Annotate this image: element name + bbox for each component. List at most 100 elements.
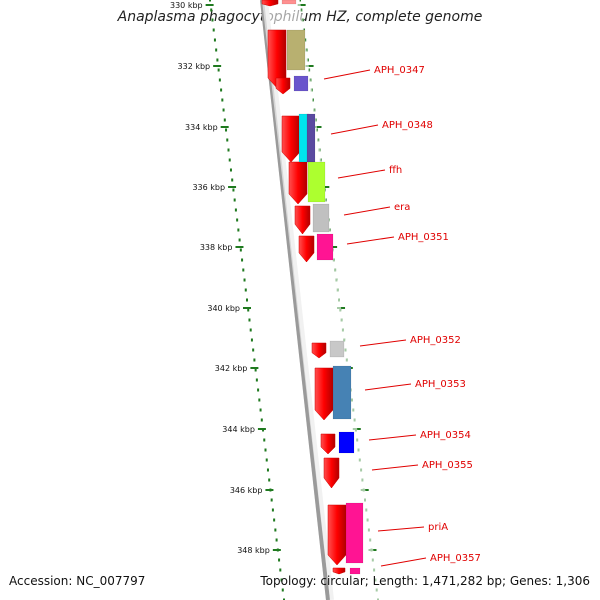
outer-tick-dot	[264, 448, 267, 452]
cds-arrow	[311, 342, 327, 359]
gene-label: APH_0357	[430, 553, 481, 564]
cog-box	[293, 75, 309, 92]
leader-line	[343, 206, 391, 216]
outer-tick-dot	[222, 108, 225, 112]
outer-tick-dot	[278, 558, 281, 562]
outer-tick-dot	[255, 378, 258, 382]
outer-tick-dot	[232, 188, 235, 192]
outer-tick-dot	[250, 338, 253, 342]
cds-arrow	[298, 235, 315, 263]
leader-line	[346, 236, 395, 245]
cog-box	[306, 113, 316, 163]
cds-arrow	[261, 0, 279, 7]
outer-tick-dot	[216, 58, 219, 62]
gene-features	[261, 0, 380, 600]
outer-tick-dot	[229, 168, 232, 172]
outer-tick-dot	[236, 218, 239, 222]
outer-tick-dot	[242, 268, 245, 272]
outer-tick-dot	[260, 418, 263, 422]
outer-tick-dot	[223, 118, 226, 122]
outer-tick-dot	[281, 588, 284, 592]
outer-tick-dot	[212, 28, 215, 32]
outer-tick-dot	[259, 408, 262, 412]
tick-label: 338 kbp	[200, 243, 233, 252]
outer-tick-dot	[225, 128, 228, 132]
tick-label: 340 kbp	[207, 304, 240, 313]
outer-tick-dot	[266, 468, 269, 472]
tick-labels: 330 kbp 332 kbp 334 kbp 336 kbp 338 kbp 340 k…	[170, 1, 270, 555]
outer-tick-dot	[241, 258, 244, 262]
gene-label: APH_0352	[410, 335, 461, 346]
outer-tick-dot	[234, 208, 237, 212]
outer-tick-dot	[247, 308, 250, 312]
topology-text: Topology: circular; Length: 1,471,282 bp…	[260, 574, 590, 588]
outer-tick-dot	[217, 68, 220, 72]
outer-tick-dot	[283, 598, 285, 600]
cds-arrow	[327, 504, 347, 566]
outer-tick-dot	[213, 38, 216, 42]
tick-marks-outer	[205, 0, 285, 600]
gene-label: priA	[428, 522, 448, 533]
cds-arrow	[281, 115, 301, 163]
tick-label: 336 kbp	[192, 183, 225, 192]
tick-label: 348 kbp	[237, 546, 270, 555]
cog-box	[338, 431, 355, 454]
cog-box	[349, 567, 361, 575]
backbone-line	[260, 0, 330, 600]
outer-tick-dot	[237, 228, 240, 232]
tick-label: 344 kbp	[222, 425, 255, 434]
outer-tick-dot	[275, 538, 278, 542]
outer-tick-dot	[280, 578, 283, 582]
leader-line	[330, 124, 379, 135]
outer-tick-dot	[270, 498, 273, 502]
outer-tick-dot	[257, 388, 260, 392]
outer-tick-dot	[248, 318, 251, 322]
leader-line	[380, 557, 427, 567]
outer-tick-dot	[228, 158, 231, 162]
leader-line	[377, 526, 425, 532]
gene-label: ffh	[389, 165, 402, 176]
gene-label: APH_0348	[382, 120, 433, 131]
outer-tick-dot	[274, 528, 277, 532]
outer-tick-dot	[279, 568, 282, 572]
outer-tick-dot	[231, 178, 234, 182]
cog-box	[329, 340, 345, 358]
leader-line	[359, 339, 407, 347]
outer-tick-dot	[246, 298, 248, 302]
tick-label: 330 kbp	[170, 1, 203, 10]
outer-tick-dot	[249, 328, 252, 332]
leader-line	[364, 383, 412, 391]
gene-label: APH_0354	[420, 430, 471, 441]
outer-tick-dot	[227, 148, 230, 152]
tick-label: 346 kbp	[230, 486, 263, 495]
cds-arrow	[314, 367, 334, 421]
gene-label: APH_0347	[374, 65, 425, 76]
outer-tick-dot	[268, 478, 271, 482]
outer-tick-dot	[273, 518, 276, 522]
cog-box	[286, 29, 306, 71]
gene-label: era	[394, 202, 410, 213]
leader-line	[323, 69, 371, 80]
outer-tick-dot	[221, 98, 224, 102]
cds-arrow	[332, 567, 346, 575]
outer-tick-dot	[226, 138, 229, 142]
cog-box	[345, 502, 364, 564]
leader-line	[337, 169, 386, 179]
outer-tick-dot	[209, 0, 211, 2]
cog-box	[307, 161, 326, 203]
outer-tick-dot	[253, 358, 256, 362]
leader-line	[371, 464, 419, 471]
outer-tick-dot	[218, 78, 221, 82]
outer-tick-dot	[244, 288, 247, 292]
outer-tick-dot	[239, 248, 242, 252]
outer-tick-dot	[215, 48, 218, 52]
outer-tick-dot	[211, 18, 214, 22]
outer-tick-dot	[258, 398, 261, 402]
cds-arrow	[320, 433, 336, 455]
tick-label: 332 kbp	[178, 62, 211, 71]
gene-label: APH_0353	[415, 379, 466, 390]
outer-tick-dot	[238, 238, 241, 242]
outer-tick-dot	[254, 368, 257, 372]
